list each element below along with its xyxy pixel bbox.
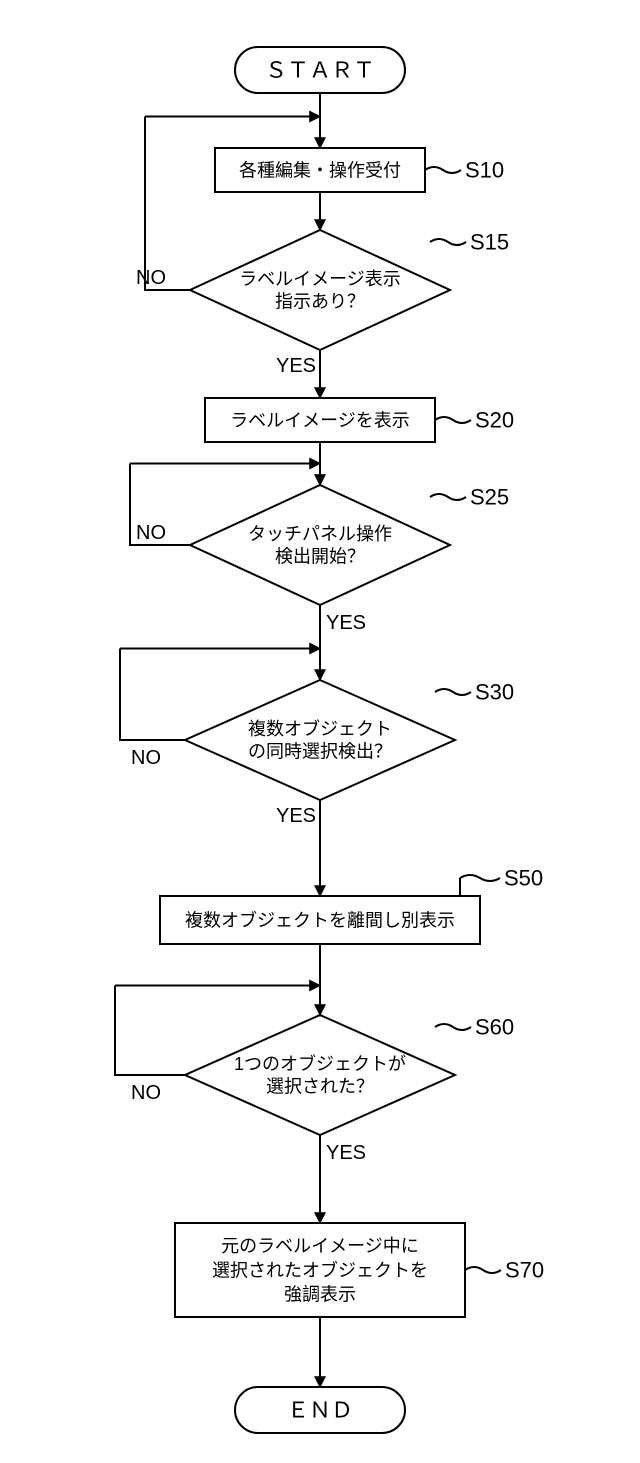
process-s20-line0: ラベルイメージを表示	[230, 410, 410, 430]
step-label-s50: S50	[504, 866, 543, 891]
process-s10-line0: 各種編集・操作受付	[239, 160, 401, 180]
decision-s60-line0: 1つのオブジェクトが	[234, 1053, 406, 1074]
yes-label-s30: YES	[276, 805, 316, 827]
step-label-s25: S25	[470, 485, 509, 510]
process-s50-line0: 複数オブジェクトを離間し別表示	[185, 909, 455, 930]
step-connector	[435, 1024, 471, 1030]
step-label-s70: S70	[505, 1258, 544, 1283]
decision-s30	[185, 680, 455, 800]
step-label-s15: S15	[470, 230, 509, 255]
decision-s60	[185, 1015, 455, 1135]
no-label-s60: NO	[131, 1082, 161, 1104]
step-connector	[430, 494, 466, 500]
step-connector	[460, 875, 500, 881]
step-connector	[435, 689, 471, 695]
step-label-s30: S30	[475, 680, 514, 705]
process-s70-line0: 元のラベルイメージ中に	[221, 1236, 419, 1256]
step-label-s60: S60	[475, 1015, 514, 1040]
step-label-s10: S10	[465, 158, 504, 183]
step-label-s20: S20	[475, 408, 514, 433]
no-label-s25: NO	[136, 522, 166, 544]
flow-line	[115, 986, 185, 1076]
yes-label-s25: YES	[326, 612, 366, 634]
decision-s15-line0: ラベルイメージ表示	[239, 269, 401, 289]
flow-line	[120, 649, 185, 741]
no-label-s30: NO	[131, 747, 161, 769]
process-s70-line2: 強調表示	[284, 1285, 356, 1305]
no-label-s15: NO	[136, 267, 166, 289]
decision-s25-line0: タッチパネル操作	[248, 524, 392, 544]
decision-s15	[190, 230, 450, 350]
decision-s25-line1: 検出開始？	[275, 547, 365, 567]
decision-s25	[190, 485, 450, 605]
decision-s30-line0: 複数オブジェクト	[248, 718, 392, 739]
terminator-label: ＳＴＡＲＴ	[265, 58, 375, 83]
step-connector	[435, 417, 471, 423]
decision-s30-line1: の同時選択検出？	[248, 742, 392, 762]
flow-line	[145, 117, 190, 291]
decision-s60-line1: 選択された？	[266, 1077, 374, 1097]
terminator-label: ＥＮＤ	[287, 1398, 353, 1423]
process-s70-line1: 選択されたオブジェクトを	[212, 1259, 428, 1280]
step-connector	[465, 1267, 501, 1273]
decision-s15-line1: 指示あり？	[275, 292, 365, 312]
step-connector	[425, 167, 461, 173]
step-connector	[430, 239, 466, 245]
yes-label-s60: YES	[326, 1142, 366, 1164]
yes-label-s15: YES	[276, 355, 316, 377]
